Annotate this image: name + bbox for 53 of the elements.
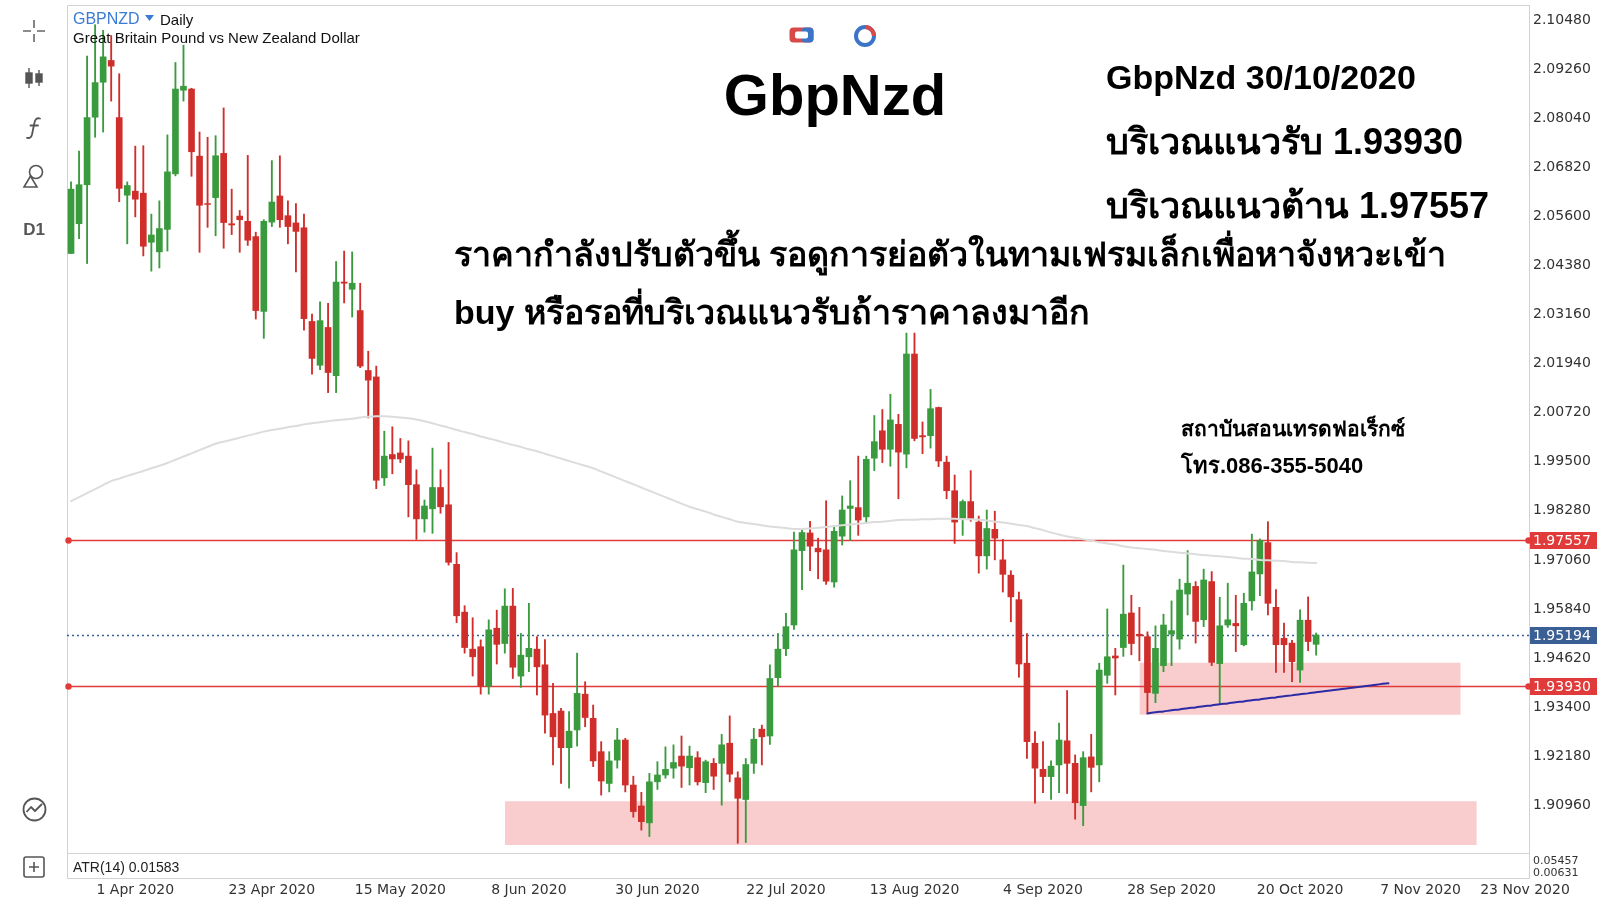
annotation: สถาบันสอนเทรดฟอเร็กซ์ (1181, 417, 1405, 441)
text: GbpNzd (723, 61, 947, 127)
annotation: Daily (160, 10, 194, 28)
x-tick-label: 23 Nov 2020 (1480, 881, 1570, 898)
annotation: GBPNZD (73, 9, 140, 27)
y-tick-label: 2.08040 (1533, 109, 1591, 126)
annotation: โทร.086-355-5040 (1181, 453, 1364, 479)
x-tick-label: 30 Jun 2020 (615, 881, 700, 898)
candlestick (348, 251, 356, 318)
text: 0.00631 (1533, 865, 1579, 879)
y-tick-label: 2.10480 (1533, 10, 1591, 27)
text: 0.05457 (1533, 853, 1579, 867)
annotation: GbpNzd 30/10/2020 (1106, 58, 1416, 97)
candlestick (1232, 594, 1240, 652)
x-tick-label: 28 Sep 2020 (1127, 881, 1216, 898)
y-tick-label: 2.09260 (1533, 59, 1591, 76)
x-tick-label: 8 Jun 2020 (491, 881, 567, 898)
line-series (1146, 682, 1390, 715)
y-tick-label: 2.03160 (1533, 305, 1591, 322)
annotation: บริเวณแนวรับ 1.93930 (1106, 120, 1464, 162)
y-tick-label: 2.05600 (1533, 207, 1591, 224)
candlestick (228, 188, 236, 235)
annotation: บริเวณแนวต้าน 1.97557 (1106, 184, 1490, 226)
x-tick-label: 7 Nov 2020 (1380, 881, 1461, 898)
ref-line-label: 1.95194 (1533, 626, 1591, 643)
y-tick-label: 1.93400 (1533, 697, 1591, 714)
y-tick-label: 1.90960 (1533, 795, 1591, 812)
y-tick-label: 1.97060 (1533, 550, 1591, 567)
y-tick-label: 1.95840 (1533, 599, 1591, 616)
ref-line-label: 1.93930 (1533, 677, 1591, 694)
y-tick-label: 2.01940 (1533, 354, 1591, 371)
candlestick (846, 480, 854, 541)
y-tick-label: 1.92180 (1533, 746, 1591, 763)
text: D1 (23, 219, 45, 239)
x-tick-label: 22 Jul 2020 (746, 881, 826, 898)
candlestick (1039, 741, 1047, 794)
candlestick (1224, 582, 1232, 628)
text: ATR(14) 0.01583 (73, 859, 180, 876)
x-tick-label: 15 May 2020 (354, 881, 447, 898)
candlestick (236, 210, 244, 253)
candlestick (340, 250, 348, 304)
x-tick-label: 1 Apr 2020 (96, 881, 175, 898)
y-tick-label: 1.99500 (1533, 452, 1591, 469)
x-tick-label: 13 Aug 2020 (869, 881, 960, 898)
x-tick-label: 4 Sep 2020 (1003, 881, 1083, 898)
y-tick-label: 2.06820 (1533, 158, 1591, 175)
x-tick-label: 20 Oct 2020 (1256, 881, 1344, 898)
y-tick-label: 1.98280 (1533, 501, 1591, 518)
ref-line-label: 1.97557 (1533, 531, 1591, 548)
y-tick-label: 1.94620 (1533, 648, 1591, 665)
x-tick-label: 23 Apr 2020 (228, 881, 316, 898)
y-tick-label: 2.00720 (1533, 403, 1591, 420)
y-tick-label: 2.04380 (1533, 256, 1591, 273)
